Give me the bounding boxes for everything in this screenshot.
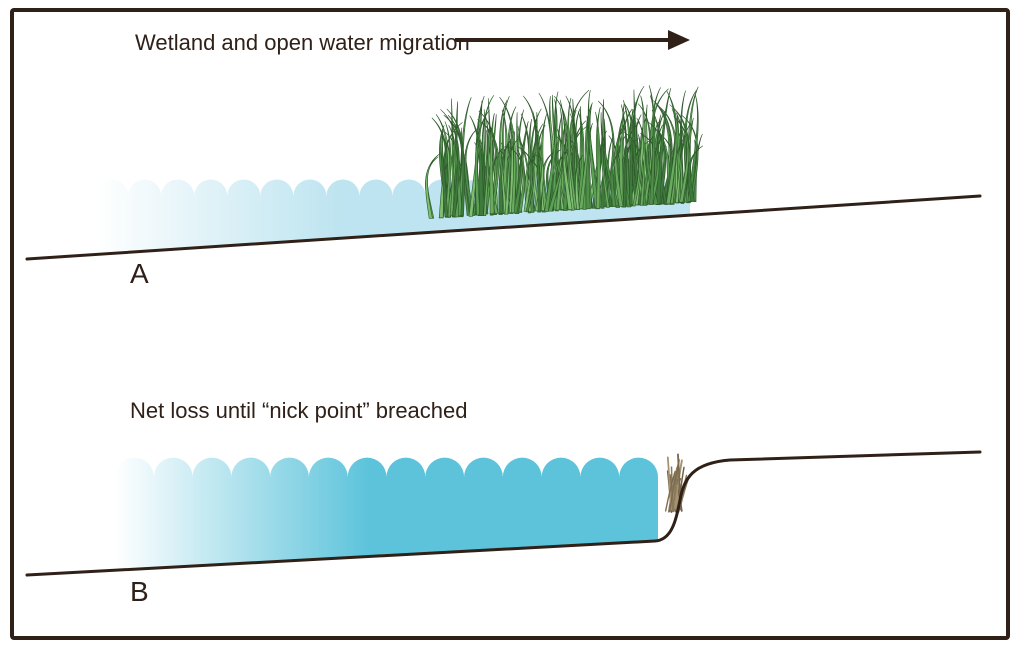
diagram-canvas [0, 0, 1024, 651]
panel-b-water [115, 458, 658, 570]
panel-b-letter: B [130, 576, 149, 608]
panel-b-title: Net loss until “nick point” breached [130, 398, 468, 424]
panel-a-letter: A [130, 258, 149, 290]
panel-a-title: Wetland and open water migration [135, 30, 470, 56]
migration-arrow-head [668, 30, 690, 50]
